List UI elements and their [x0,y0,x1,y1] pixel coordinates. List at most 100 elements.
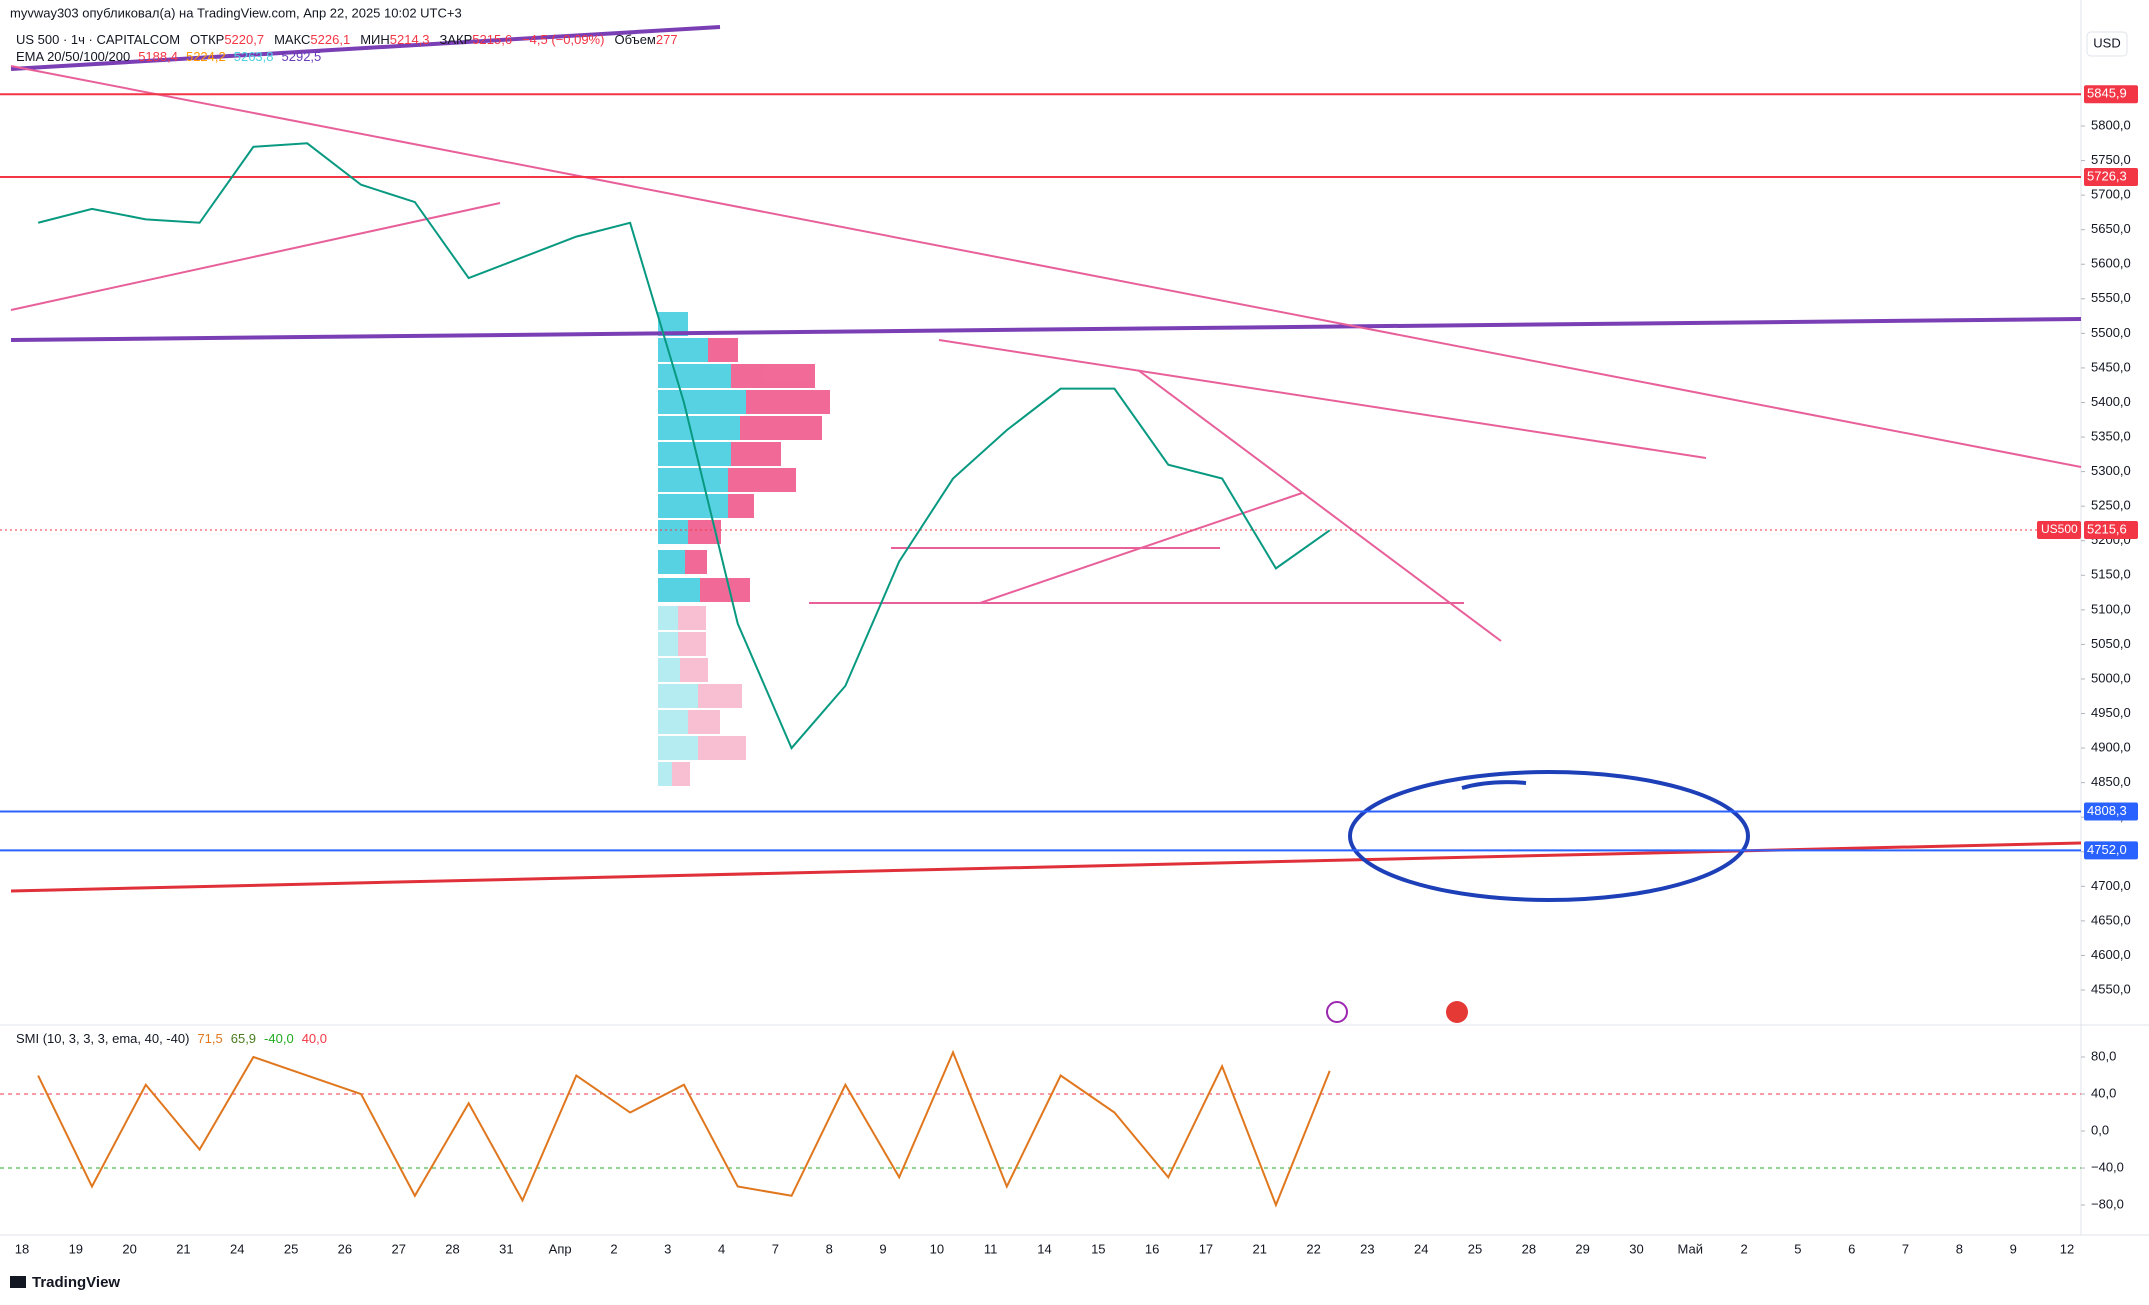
price-tag-box [2037,520,2081,539]
legend-item: 277 [656,32,678,47]
x-tick-label: 2 [610,1241,617,1256]
legend-item: ЗАКР [440,32,473,47]
price-label: 5215,6 [2087,521,2127,536]
x-tick-label: 12 [2060,1241,2074,1256]
y-tick-label: 5000,0 [2091,670,2131,685]
legend-item: 5263,8 [234,49,274,64]
legend-item: 5224,2 [186,49,226,64]
legend-item: EMA 20/50/100/200 [16,49,130,64]
legend-item: Объем [614,32,655,47]
y-tick-label: 5100,0 [2091,601,2131,616]
y-tick-label: 4900,0 [2091,740,2131,755]
y-tick-label: 4650,0 [2091,912,2131,927]
y-tick-label: 5150,0 [2091,567,2131,582]
x-tick-label: 23 [1360,1241,1374,1256]
x-tick-label: 7 [772,1241,779,1256]
x-tick-label: 29 [1575,1241,1589,1256]
y-tick-label: 4700,0 [2091,878,2131,893]
y-tick-label: 4600,0 [2091,947,2131,962]
brand: TradingView [32,1274,120,1291]
price-label-box [2084,167,2138,186]
x-tick-label: 22 [1306,1241,1320,1256]
x-tick-label: 25 [284,1241,298,1256]
y-tick-label: 4850,0 [2091,774,2131,789]
x-tick-label: 25 [1468,1241,1482,1256]
x-tick-label: 7 [1902,1241,1909,1256]
x-tick-label: 10 [930,1241,944,1256]
legend-item: ОТКР [190,32,224,47]
x-tick-label: 16 [1145,1241,1159,1256]
legend-item: 65,9 [231,1031,256,1046]
legend-item: 5220,7 [224,32,264,47]
y-tick-label: 5250,0 [2091,498,2131,513]
ema-line: EMA 20/50/100/200 5188,4 5224,2 5263,8 5292,… [16,49,321,64]
y-tick-label: 5550,0 [2091,290,2131,305]
x-tick-label: 9 [2010,1241,2017,1256]
x-tick-label: 28 [1522,1241,1536,1256]
price-label-box [2084,802,2138,821]
legend-item: 5226,1 [310,32,350,47]
legend-item: 5292,5 [282,49,322,64]
legend-item: 71,5 [197,1031,222,1046]
legend-item: -40,0 [264,1031,294,1046]
x-tick-label: 26 [338,1241,352,1256]
x-tick-label: 30 [1629,1241,1643,1256]
price-tag: US500 [2041,522,2078,536]
volume-profile [658,312,830,786]
legend-item: 5214,3 [390,32,430,47]
price-label-box [2084,520,2138,539]
x-tick-label: 6 [1848,1241,1855,1256]
drawings [10,25,2082,1023]
x-tick-label: 24 [230,1241,244,1256]
x-tick-label: 17 [1199,1241,1213,1256]
y-tick-label: 4550,0 [2091,981,2131,996]
y-tick-label: 40,0 [2091,1085,2116,1100]
y-tick-label: 4950,0 [2091,705,2131,720]
x-tick-label: 14 [1037,1241,1051,1256]
x-tick-label: 4 [718,1241,725,1256]
smi-legend: SMI (10, 3, 3, 3, ema, 40, -40) 71,5 65,9-… [16,1031,327,1046]
price-label: 5845,9 [2087,86,2127,101]
x-tick-label: 5 [1794,1241,1801,1256]
legend-item: МАКС [274,32,310,47]
x-tick-label: 27 [391,1241,405,1256]
legend-item: 5215,6 [472,32,512,47]
y-tick-label: 5750,0 [2091,152,2131,167]
x-tick-label: 8 [1956,1241,1963,1256]
currency[interactable]: USD [2093,35,2120,50]
author-line: myvway303 опубликовал(а) на TradingView.… [10,5,462,20]
x-tick-label: 19 [69,1241,83,1256]
price-label: 5726,3 [2087,168,2127,183]
x-tick-label: 28 [445,1241,459,1256]
legend-item: −4,5 (−0,09%) [522,32,604,47]
y-tick-label: 5450,0 [2091,359,2131,374]
x-tick-label: Апр [549,1241,572,1256]
currency-box[interactable] [2086,31,2128,57]
x-tick-label: 3 [664,1241,671,1256]
legend-item: 5188,4 [138,49,178,64]
price-label: 4808,3 [2087,803,2127,818]
y-tick-label: 0,0 [2091,1122,2109,1137]
logo [10,1276,26,1288]
y-tick-label: 80,0 [2091,1048,2116,1063]
legend: myvway303 опубликовал(а) на TradingView.… [10,5,2128,1291]
series-line [37,142,1331,750]
x-tick-label: 21 [1253,1241,1267,1256]
y-tick-label: 5700,0 [2091,187,2131,202]
y-tick-label: 5300,0 [2091,463,2131,478]
y-tick-label: 5650,0 [2091,221,2131,236]
x-tick-label: 21 [176,1241,190,1256]
x-tick-label: 15 [1091,1241,1105,1256]
x-tick-label: Май [1678,1241,1703,1256]
price-label-box [2084,85,2138,104]
x-tick-label: 31 [499,1241,513,1256]
legend-item: МИН [360,32,390,47]
x-tick-label: 8 [826,1241,833,1256]
symbol-line: US 500 · 1ч · CAPITALCOM ОТКР5220,7 МАКС52… [16,32,678,47]
x-tick-label: 24 [1414,1241,1428,1256]
x-tick-label: 18 [15,1241,29,1256]
y-tick-label: 5050,0 [2091,636,2131,651]
